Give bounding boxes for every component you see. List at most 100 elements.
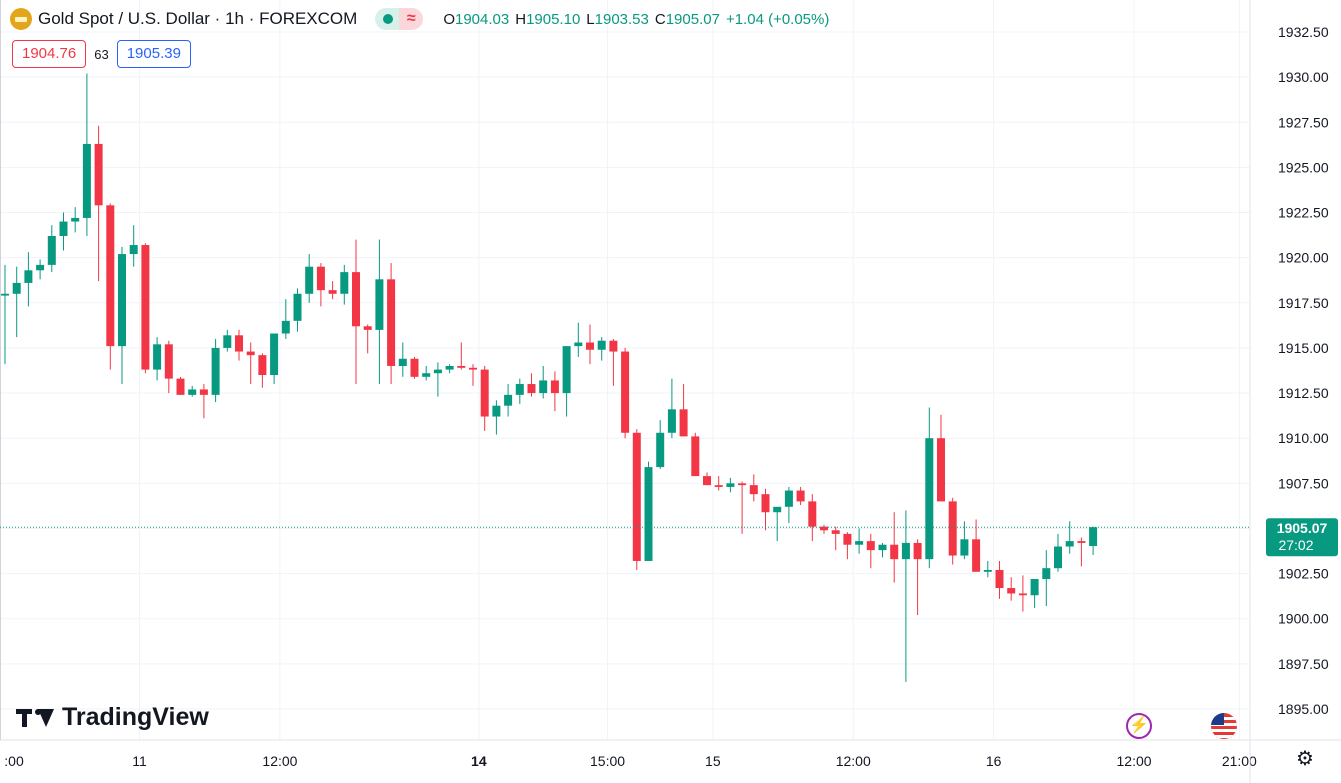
candle-body (352, 272, 360, 327)
x-tick-label: 16 (986, 753, 1002, 769)
candle-body (1007, 588, 1016, 594)
candle-body (410, 358, 419, 377)
candle-body (433, 369, 442, 374)
ohlc-legend: O1904.03 H1905.10 L1903.53 C1905.07 +1.0… (443, 11, 829, 28)
change-value: +1.04 (+0.05%) (725, 10, 830, 28)
candle-body (141, 245, 150, 370)
candle-body (948, 501, 957, 556)
candle-body (398, 358, 407, 366)
x-tick-label: 21:00 (1222, 753, 1257, 769)
candle-body (328, 290, 337, 294)
bar-countdown: 27:02 (1278, 537, 1313, 553)
y-tick-label: 1920.00 (1278, 250, 1329, 266)
candle-body (855, 541, 864, 545)
candle-body (258, 355, 267, 376)
market-open-dot-icon (375, 8, 400, 30)
us-flag-event-icon[interactable] (1211, 713, 1237, 739)
candle-body (118, 254, 126, 347)
candle-body (305, 266, 314, 294)
candle-body (960, 539, 969, 556)
x-tick-label: 15 (705, 753, 721, 769)
candle-body (632, 432, 641, 561)
candle-body (457, 365, 466, 368)
open-value: 1904.03 (454, 10, 510, 28)
candle-body (293, 293, 302, 321)
y-tick-label: 1927.50 (1278, 114, 1329, 130)
candle-body (890, 544, 899, 560)
quote-row: 1904.76 63 1905.39 (12, 40, 191, 68)
candle-body (878, 544, 887, 551)
high-value: 1905.10 (526, 10, 581, 28)
candle-body (153, 344, 162, 370)
candle-body (504, 394, 513, 406)
candle-body (621, 351, 630, 433)
candle-body (340, 272, 349, 294)
candle-body (199, 389, 208, 395)
candle-body (164, 344, 173, 379)
market-state[interactable]: ≈ (375, 8, 424, 30)
candle-body (773, 506, 782, 513)
y-tick-label: 1907.50 (1278, 475, 1329, 491)
sell-price-button[interactable]: 1904.76 (12, 40, 87, 68)
spread-value: 63 (94, 46, 109, 62)
candle-body (59, 221, 68, 237)
candle-body (937, 438, 945, 502)
x-tick-label: 15:00 (590, 753, 625, 769)
tradingview-logo[interactable]: TradingView (16, 703, 209, 732)
x-tick-label: 12:00 (1117, 753, 1152, 769)
candle-body (1042, 568, 1051, 580)
x-tick-label: 11 (132, 753, 147, 769)
candle-body (925, 438, 934, 560)
candle-body (749, 485, 758, 495)
candle-body (972, 539, 981, 572)
candle-body (656, 432, 665, 468)
candle-body (995, 569, 1004, 589)
y-tick-label: 1932.50 (1278, 24, 1329, 40)
x-tick-label: 12:00 (262, 753, 297, 769)
chart-header: Gold Spot / U.S. Dollar · 1h · FOREXCOM … (10, 6, 829, 32)
candle-body (1077, 541, 1086, 543)
x-tick-label: :00 (4, 753, 24, 769)
low-value: 1903.53 (594, 10, 649, 28)
candle-body (726, 483, 735, 487)
candle-body (808, 501, 817, 527)
candle-body (188, 389, 197, 395)
candle-body (738, 483, 747, 486)
candle-body (539, 380, 548, 394)
candle-body (515, 384, 524, 395)
flash-event-icon[interactable]: ⚡ (1126, 713, 1152, 739)
y-tick-label: 1900.00 (1278, 611, 1329, 627)
candle-body (550, 380, 559, 394)
candle-body (492, 405, 501, 417)
candle-body (375, 279, 384, 330)
symbol-title[interactable]: Gold Spot / U.S. Dollar · 1h · FOREXCOM (38, 9, 358, 28)
last-price-badge (1266, 518, 1338, 557)
candle-body (691, 436, 700, 477)
candle-body (422, 373, 431, 377)
candle-body (714, 485, 723, 487)
candle-body (270, 333, 279, 376)
candle-body (597, 340, 606, 350)
y-tick-label: 1897.50 (1278, 656, 1329, 672)
candle-body (316, 266, 325, 291)
close-label: C (654, 10, 666, 28)
candle-body (866, 541, 875, 551)
candle-body (527, 384, 536, 394)
y-tick-label: 1915.00 (1278, 340, 1329, 356)
candle-body (562, 346, 571, 394)
candle-body (82, 143, 91, 218)
candle-body (71, 217, 80, 222)
last-price-value: 1905.07 (1277, 520, 1328, 536)
y-tick-label: 1930.00 (1278, 69, 1329, 85)
buy-price-button[interactable]: 1905.39 (116, 40, 191, 68)
gear-icon[interactable]: ⚙ (1296, 748, 1314, 770)
y-tick-label: 1917.50 (1278, 295, 1329, 311)
candle-body (831, 530, 840, 534)
candle-body (445, 365, 454, 370)
candle-body (1030, 579, 1039, 596)
gold-symbol-icon (10, 8, 32, 30)
candle-body (235, 335, 243, 352)
candle-body (983, 569, 992, 572)
candle-body (223, 335, 232, 348)
